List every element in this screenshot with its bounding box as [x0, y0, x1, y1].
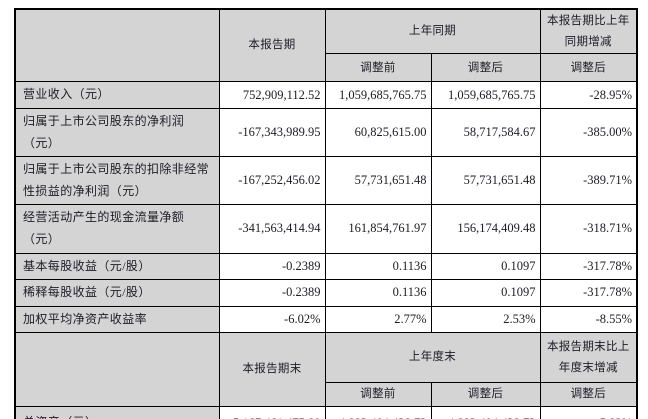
- cell-current: -6.02%: [218, 305, 326, 334]
- cell-current: 752,909,112.52: [218, 81, 326, 109]
- header-adjust-before-2: 调整前: [324, 382, 432, 407]
- cell-change: -389.71%: [539, 156, 638, 206]
- row-label: 基本每股收益（元/股）: [14, 252, 220, 281]
- cell-prior-after: 156,174,409.48: [430, 204, 541, 254]
- cell-current: 5,167,461,475.80: [218, 406, 326, 419]
- header-change-adjust-after: 调整后: [539, 53, 638, 83]
- cell-prior-after: 57,731,651.48: [430, 156, 541, 206]
- table-row: 加权平均净资产收益率 -6.02% 2.77% 2.53% -8.55%: [14, 305, 638, 334]
- header-row-1: 本报告期 上年同期 本报告期比上年同期增减: [14, 8, 638, 83]
- table-row: 归属于上市公司股东的净利润（元） -167,343,989.95 60,825,…: [14, 107, 638, 158]
- corner-cell: [14, 8, 220, 83]
- cell-prior-before: 2.77%: [324, 305, 432, 334]
- header-row-3: 本报告期末 上年度末 本报告期末比上年度末增减: [14, 332, 638, 407]
- header-adjust-after: 调整后: [430, 53, 541, 83]
- cell-prior-after: 1,059,685,765.75: [430, 81, 541, 109]
- cell-change: -317.78%: [539, 252, 638, 281]
- header-prior-period: 上年同期: [324, 8, 541, 55]
- header-period-end-change: 本报告期末比上年度末增减: [539, 332, 638, 384]
- header-row-2: 调整前 调整后 调整后: [15, 53, 638, 83]
- cell-prior-after: 0.1097: [430, 252, 541, 281]
- cell-prior-after: 2.53%: [430, 305, 541, 334]
- table-row: 总资产（元） 5,167,461,475.80 4,883,404,438.73…: [14, 406, 638, 419]
- cell-prior-after: 4,883,404,438.73: [430, 406, 541, 419]
- cell-prior-before: 161,854,761.97: [324, 204, 432, 254]
- cell-current: -167,252,456.02: [218, 156, 326, 206]
- cell-change: -8.55%: [539, 305, 638, 334]
- row-label: 营业收入（元）: [14, 81, 220, 109]
- cell-change: 5.82%: [539, 406, 638, 419]
- cell-current: -0.2389: [218, 279, 326, 307]
- cell-current: -0.2389: [218, 252, 326, 281]
- table-row: 基本每股收益（元/股） -0.2389 0.1136 0.1097 -317.7…: [14, 252, 638, 281]
- table-row: 归属于上市公司股东的扣除非经常性损益的净利润（元） -167,252,456.0…: [14, 156, 638, 206]
- row-label: 归属于上市公司股东的扣除非经常性损益的净利润（元）: [14, 156, 220, 206]
- cell-change: -28.95%: [539, 81, 638, 109]
- header-current-period: 本报告期: [218, 8, 326, 83]
- table-row: 营业收入（元） 752,909,112.52 1,059,685,765.75 …: [14, 81, 638, 109]
- cell-change: -385.00%: [539, 107, 638, 158]
- corner-cell-2: [14, 332, 220, 407]
- cell-prior-after: 0.1097: [430, 279, 541, 307]
- table-row: 稀释每股收益（元/股） -0.2389 0.1136 0.1097 -317.7…: [14, 279, 638, 307]
- financial-summary-table: 本报告期 上年同期 本报告期比上年同期增减 调整前 调整后 调整后 营业收入（元…: [14, 8, 639, 419]
- header-adjust-before: 调整前: [324, 53, 432, 83]
- header-adjust-after-2: 调整后: [430, 382, 541, 407]
- row-label: 总资产（元）: [14, 406, 220, 419]
- cell-prior-before: 4,883,404,438.73: [324, 406, 432, 419]
- cell-prior-before: 57,731,651.48: [324, 156, 432, 206]
- header-prior-year-end: 上年度末: [324, 332, 541, 384]
- cell-prior-before: 60,825,615.00: [324, 107, 432, 158]
- cell-current: -167,343,989.95: [218, 107, 326, 158]
- table-row: 经营活动产生的现金流量净额（元） -341,563,414.94 161,854…: [14, 204, 638, 254]
- row-label: 经营活动产生的现金流量净额（元）: [14, 204, 220, 254]
- cell-change: -318.71%: [539, 204, 638, 254]
- header-change-adjust-after-2: 调整后: [539, 382, 638, 407]
- header-period-change: 本报告期比上年同期增减: [539, 8, 638, 55]
- cell-prior-after: 58,717,584.67: [430, 107, 541, 158]
- row-label: 稀释每股收益（元/股）: [14, 279, 220, 307]
- cell-prior-before: 0.1136: [324, 279, 432, 307]
- cell-change: -317.78%: [539, 279, 638, 307]
- header-current-period-end: 本报告期末: [218, 332, 326, 407]
- row-label: 归属于上市公司股东的净利润（元）: [14, 107, 220, 158]
- cell-prior-before: 0.1136: [324, 252, 432, 281]
- cell-prior-before: 1,059,685,765.75: [324, 81, 432, 109]
- cell-current: -341,563,414.94: [218, 204, 326, 254]
- row-label: 加权平均净资产收益率: [14, 305, 220, 334]
